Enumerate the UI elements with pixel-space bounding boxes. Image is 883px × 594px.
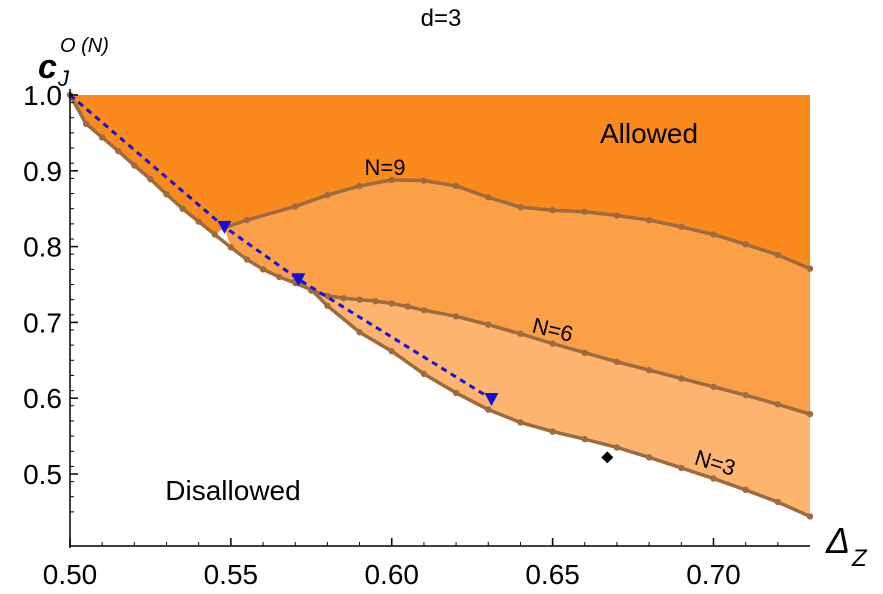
x-axis-label: Δ [825,520,850,561]
n3-boundary-point [275,273,283,281]
n3-boundary-point [356,329,363,336]
dashed-bound-line [69,93,493,401]
n3-boundary-point [243,256,251,263]
n9-curve-point [517,203,524,211]
dashed-bound-marker [484,392,499,406]
n3-boundary-point [147,175,154,183]
n6-curve-point [806,410,814,418]
n6-curve-point [388,300,395,307]
n9-curve-point [806,265,814,272]
n3-boundary-point [742,486,749,494]
n3-boundary-point [211,231,218,238]
n3-boundary-point [806,513,814,520]
n6-curve-point [549,340,556,347]
x-tick-label: 0.55 [204,559,259,590]
n6-curve-point [645,366,653,374]
n3-boundary-point [710,475,717,482]
n9-curve-point [452,182,460,190]
n3-boundary-line [68,94,811,519]
n6-curve-point [517,330,524,337]
n9-curve-point [356,182,363,190]
n6-curve-point [485,321,492,328]
n3-boundary-point [485,406,492,413]
n3-boundary-point [613,444,621,451]
n3-boundary-point [324,302,331,309]
n3-boundary-point [115,147,122,155]
n9-curve-point [243,216,251,224]
diamond-marker [601,451,614,464]
tick-labels: 0.5 0.6 0.7 0.8 0.9 1.0 0.50 0.55 0.60 0.65 0.70 [23,80,779,590]
n6-curve-point [613,358,621,366]
n6-curve-point [710,383,717,391]
n9-curve-point [420,177,428,184]
n6-curve-point [372,297,379,305]
n3-boundary-point [82,120,90,128]
n6-curve-point [742,391,749,399]
n6-curve-point [678,375,685,382]
n9-curve-point [581,208,588,215]
disallowed-label: Disallowed [165,475,300,506]
n6-curve-point [452,313,460,320]
x-tick-label: 0.65 [525,559,580,590]
n6-curve-point [324,292,331,300]
n3-boundary-point [549,428,556,435]
n3-boundary-point [517,419,524,426]
y-tick-label: 0.7 [23,307,62,338]
n3-boundary-point [195,218,202,225]
bound-curves [66,91,814,520]
n3-boundary-point [420,370,428,378]
n3-boundary-point [452,389,460,397]
n9-curve-point [710,231,717,238]
n3-boundary-point [179,205,186,212]
n3-boundary-point [388,348,395,355]
n6-curve-point [404,303,412,310]
n9-curve-point [292,203,299,210]
n6-curve-point [774,401,782,408]
region-n3-allowed [295,280,810,517]
n9-curve-point [774,251,782,259]
n3-boundary-point [645,454,653,461]
chart-title: d=3 [421,5,462,32]
n6-curve-point [340,294,347,302]
y-tick-label: 0.9 [23,156,62,187]
dashed-bound-marker [291,273,306,287]
x-tick-label: 0.50 [43,559,98,590]
y-axis-label-sub: J [57,66,70,91]
y-axis-label: c [38,48,57,86]
n3-boundary-point [678,464,685,472]
n6-curve-point [420,307,428,314]
n9-curve-point [645,216,653,224]
n6-curve-point [581,349,588,356]
y-tick-label: 0.5 [23,459,62,490]
x-tick-label: 0.60 [364,559,419,590]
n3-boundary-point [227,244,235,251]
n9-label: N=9 [365,155,406,180]
n9-curve-point [678,223,685,231]
n3-boundary-point [581,435,588,443]
n6-curve-point [356,296,363,303]
x-axis-label-sub: Z [851,545,868,572]
y-axis-label-sup: O (N) [60,35,109,57]
axes [69,89,810,548]
region-n6-allowed [224,179,810,415]
n9-curve-point [388,176,395,184]
y-tick-label: 0.8 [23,232,62,263]
y-tick-label: 1.0 [23,80,62,111]
n3-boundary-point [259,266,267,273]
n9-curve-point [742,241,749,248]
n9-curve-point [324,191,331,199]
x-tick-label: 0.70 [686,559,741,590]
n9-curve-point [549,207,556,214]
n9-curve-point [485,194,492,201]
allowed-label: Allowed [600,118,698,149]
n3-boundary-point [163,191,170,198]
n3-boundary-point [98,134,106,141]
dashed-bound-marker [217,220,232,234]
n3-boundary-point [131,162,138,169]
n9-curve-point [613,212,621,219]
y-tick-label: 0.6 [23,383,62,414]
n3-boundary-point [774,498,782,506]
